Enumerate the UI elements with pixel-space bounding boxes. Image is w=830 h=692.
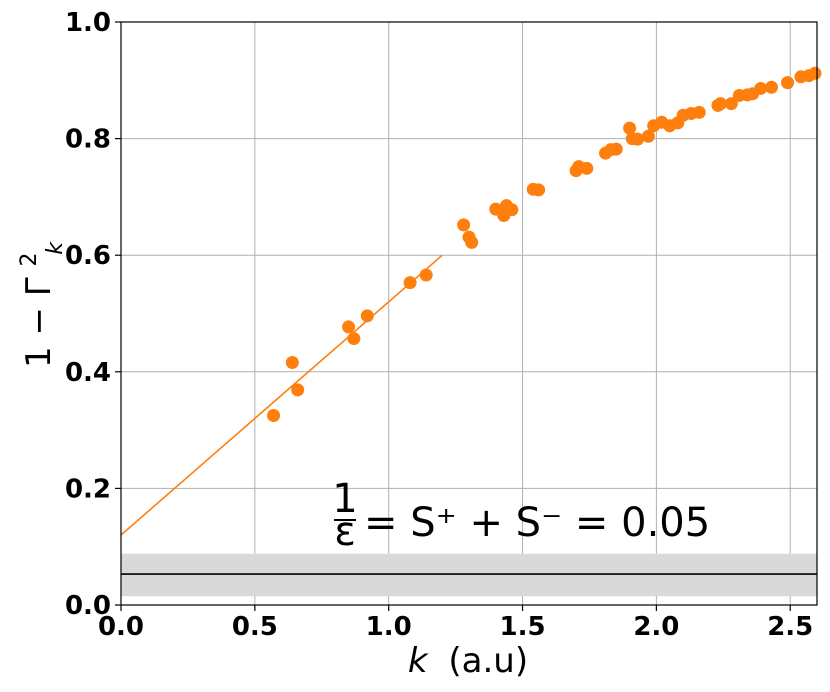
x-axis-label: k (a.u) [408,641,528,681]
data-point [360,309,374,323]
annotation: 1 ε = S⁺ + S⁻ = 0.05 [332,476,710,555]
y-tick-label: 0.2 [65,474,111,504]
data-point [781,76,795,90]
data-point [714,97,728,111]
y-tick-label: 1.0 [65,8,111,38]
annotation-equation: = S⁺ + S⁻ = 0.05 [364,500,710,546]
x-tick-label: 0.5 [232,612,278,642]
data-point [631,132,645,146]
data-point [465,235,479,249]
data-point [347,332,361,346]
x-axis-variable: k [408,641,429,681]
data-point [267,409,281,423]
y-tick-label: 0.0 [65,591,111,621]
x-tick-label: 0.0 [98,612,144,642]
x-tick-label: 2.5 [767,612,813,642]
x-tick-label: 2.0 [633,612,679,642]
annotation-frac-numerator: 1 [332,476,357,522]
data-point [342,320,356,334]
data-point [505,203,519,217]
data-point [419,268,433,282]
data-point [692,105,706,119]
y-tick-labels: 0.0 0.2 0.4 0.6 0.8 1.0 [65,8,111,621]
data-point [532,183,546,197]
data-points [267,66,822,423]
x-tick-label: 1.5 [500,612,546,642]
data-point [457,218,471,232]
reference-band [121,553,817,597]
data-point [641,129,655,143]
y-axis-label-sup: 2 [17,253,42,267]
annotation-frac-denominator: ε [334,509,356,555]
tick-marks [115,21,791,611]
y-tick-label: 0.8 [65,125,111,155]
y-axis-label-sub: k [43,241,68,255]
y-axis-label: 1 − Γ 2 k [5,241,68,368]
data-point [764,80,778,94]
data-point [291,383,305,397]
fit-line-layer [120,254,443,536]
data-point [580,161,594,175]
x-tick-label: 1.0 [366,612,412,642]
y-tick-label: 0.4 [65,358,111,388]
reference-band-layer [121,553,817,597]
data-point [808,66,822,80]
y-axis-label-main: 1 − Γ [19,277,59,368]
y-tick-label: 0.6 [65,241,111,271]
data-point [754,81,768,95]
x-axis-unit: (a.u) [448,641,528,681]
plot-frame [120,21,818,606]
data-point [609,142,623,156]
data-point [724,97,738,111]
data-point [623,121,637,135]
data-point [403,276,417,290]
fit-line [120,254,443,536]
x-tick-labels: 0.0 0.5 1.0 1.5 2.0 2.5 [98,612,813,642]
data-point [285,355,299,369]
